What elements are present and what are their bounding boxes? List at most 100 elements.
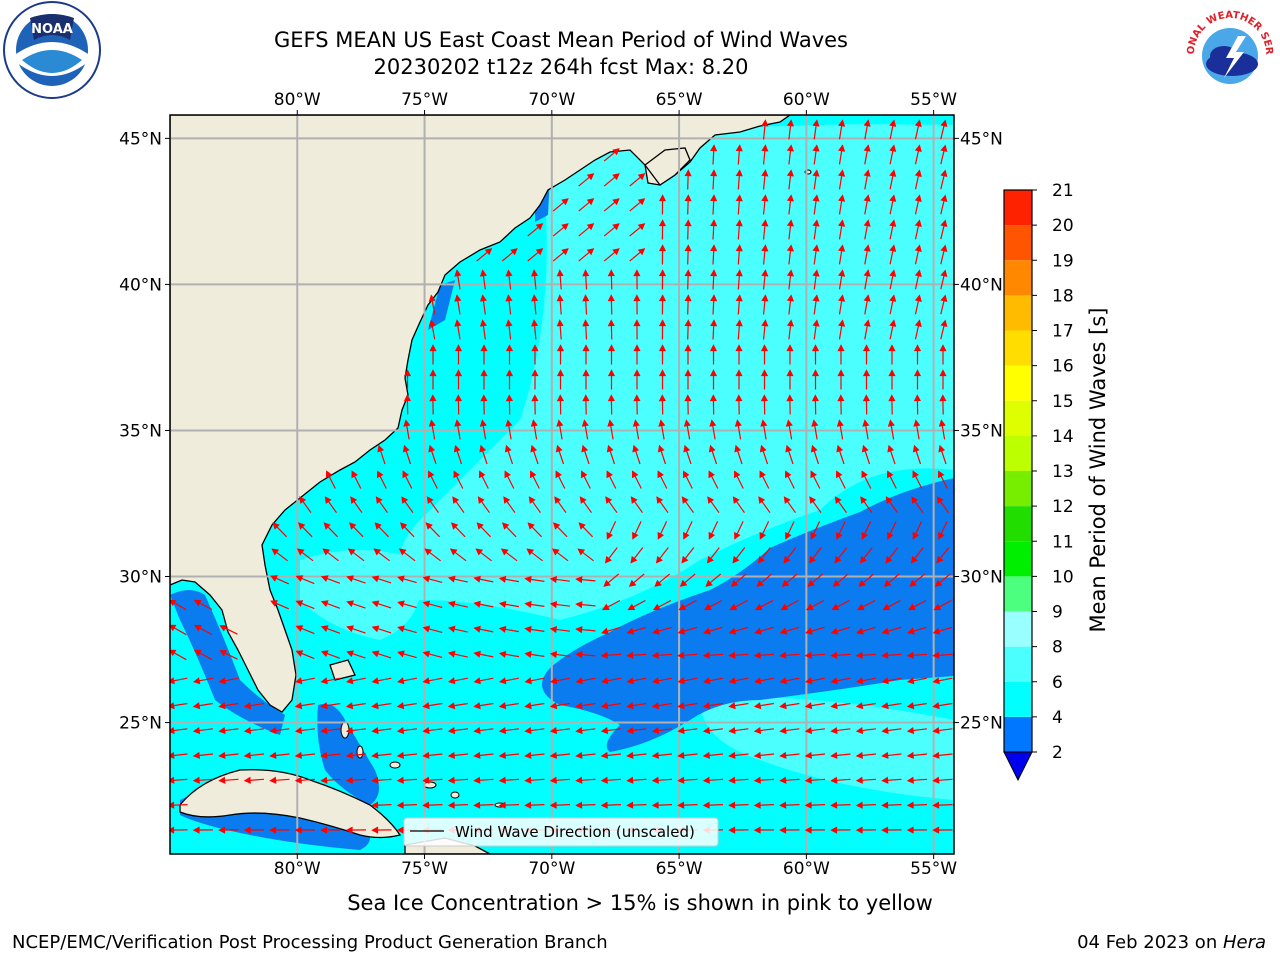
wave-direction-arrowhead xyxy=(295,600,304,607)
wave-direction-arrowhead xyxy=(575,776,583,784)
wave-direction-arrowhead xyxy=(243,702,252,710)
wave-direction-arrowhead xyxy=(531,369,539,377)
wave-direction-arrowhead xyxy=(505,369,514,377)
colorbar-tick-label: 15 xyxy=(1052,392,1074,412)
wave-direction-arrowhead xyxy=(684,294,692,302)
wave-direction-arrowhead xyxy=(855,702,864,710)
wave-direction-arrowhead xyxy=(371,801,379,809)
wave-direction-arrowhead xyxy=(810,531,818,540)
wave-direction-arrowhead xyxy=(804,776,812,784)
lon-tick-label-top: 70°W xyxy=(528,90,575,110)
wave-direction-arrowhead xyxy=(855,726,864,735)
wave-direction-arrowhead xyxy=(297,522,306,530)
wave-direction-arrowhead xyxy=(702,651,710,659)
wave-direction-arrowhead xyxy=(684,394,692,402)
wave-direction-arrowhead xyxy=(505,294,513,302)
wave-direction-arrowhead xyxy=(524,625,532,633)
wave-direction-arrowhead xyxy=(838,294,846,302)
colorbar-title: Mean Period of Wind Waves [s] xyxy=(1086,308,1110,633)
wave-direction-arrowhead xyxy=(426,496,434,504)
wave-direction-arrowhead xyxy=(811,394,819,402)
wave-direction-arrowhead xyxy=(403,394,411,402)
wave-direction-arrowhead xyxy=(779,677,787,685)
wave-direction-arrowhead xyxy=(786,369,794,377)
wave-direction-arrowhead xyxy=(677,776,685,784)
wave-direction-arrowhead xyxy=(612,148,620,156)
wave-direction-arrowhead xyxy=(838,194,846,202)
wave-direction-arrowhead xyxy=(860,496,868,504)
wave-direction-arrowhead xyxy=(632,531,639,540)
footer-branch: NCEP/EMC/Verification Post Processing Pr… xyxy=(12,932,608,953)
wave-direction-arrowhead xyxy=(607,419,615,427)
lat-tick-label-left: 30°N xyxy=(119,568,162,588)
wave-direction-arrowhead xyxy=(708,531,716,540)
wave-direction-arrowhead xyxy=(710,144,718,152)
wave-direction-arrowhead xyxy=(479,419,487,427)
wave-direction-arrowhead xyxy=(729,603,738,611)
wave-direction-arrowhead xyxy=(759,531,767,540)
wave-direction-arrowhead xyxy=(937,470,945,479)
wave-direction-arrowhead xyxy=(575,601,583,609)
wave-direction-arrowhead xyxy=(428,319,436,327)
wave-direction-arrowhead xyxy=(320,726,328,735)
colorbar-tick-label: 20 xyxy=(1052,216,1074,236)
wave-direction-arrowhead xyxy=(480,344,488,352)
wave-direction-arrowhead xyxy=(914,119,922,128)
wave-direction-arrowhead xyxy=(702,677,711,685)
wave-direction-arrowhead xyxy=(556,344,565,352)
wave-direction-arrowhead xyxy=(702,726,711,735)
lon-tick-label-top: 75°W xyxy=(401,90,448,110)
wave-direction-arrowhead xyxy=(786,169,795,177)
wave-direction-arrowhead xyxy=(626,702,634,710)
wave-direction-arrowhead xyxy=(889,119,897,127)
wave-direction-arrowhead xyxy=(422,801,430,809)
wave-direction-arrowhead xyxy=(505,269,513,277)
wave-direction-arrowhead xyxy=(630,496,638,504)
wave-direction-arrowhead xyxy=(710,219,718,227)
wave-direction-arrowhead xyxy=(837,394,845,402)
colorbar-tick-label: 17 xyxy=(1052,322,1074,342)
wave-direction-arrowhead xyxy=(754,627,762,635)
wave-direction-arrowhead xyxy=(396,702,405,710)
wave-direction-arrowhead xyxy=(633,319,641,327)
wave-direction-arrowhead xyxy=(607,344,616,352)
wave-direction-arrowhead xyxy=(906,801,914,809)
wave-direction-arrowhead xyxy=(654,579,662,587)
wave-direction-arrowhead xyxy=(626,801,634,809)
wave-direction-arrowhead xyxy=(779,651,787,659)
wave-direction-arrowhead xyxy=(753,726,762,735)
wave-direction-arrowhead xyxy=(677,677,685,685)
wave-direction-arrowhead xyxy=(734,419,742,427)
wave-direction-arrowhead xyxy=(396,826,404,834)
wave-direction-arrowhead xyxy=(938,419,946,427)
map-title: GEFS MEAN US East Coast Mean Period of W… xyxy=(274,28,848,52)
wave-direction-arrowhead xyxy=(371,600,380,608)
wave-direction-arrowhead xyxy=(907,627,915,635)
wave-direction-arrowhead xyxy=(524,677,532,685)
wave-direction-arrowhead xyxy=(627,603,636,611)
wave-direction-arrowhead xyxy=(600,776,608,784)
wave-direction-arrowhead xyxy=(561,248,569,256)
noaa-logo-text: NOAA xyxy=(31,22,73,37)
lon-tick-label-top: 60°W xyxy=(783,90,830,110)
wave-direction-arrowhead xyxy=(855,677,864,685)
wave-direction-arrowhead xyxy=(761,119,769,127)
wave-direction-arrowhead xyxy=(582,344,590,352)
wave-direction-arrowhead xyxy=(703,627,711,635)
wave-direction-arrowhead xyxy=(914,319,922,328)
wave-direction-arrowhead xyxy=(651,751,659,759)
wave-direction-arrowhead xyxy=(684,369,692,377)
wave-direction-arrowhead xyxy=(346,600,354,608)
lon-tick-label-bottom: 80°W xyxy=(274,859,321,879)
wave-direction-arrowhead xyxy=(914,194,922,203)
wave-direction-arrowhead xyxy=(940,169,948,178)
wave-direction-arrowhead xyxy=(657,444,665,453)
wave-direction-arrowhead xyxy=(345,726,354,735)
wave-direction-arrowhead xyxy=(702,702,711,710)
arrow-legend: Wind Wave Direction (unscaled) xyxy=(403,817,719,847)
wave-direction-arrowhead xyxy=(808,555,816,564)
wave-direction-arrowhead xyxy=(862,419,870,427)
wave-direction-arrowhead xyxy=(651,801,659,809)
wave-direction-arrowhead xyxy=(324,496,332,504)
wave-direction-arrowhead xyxy=(807,579,815,587)
